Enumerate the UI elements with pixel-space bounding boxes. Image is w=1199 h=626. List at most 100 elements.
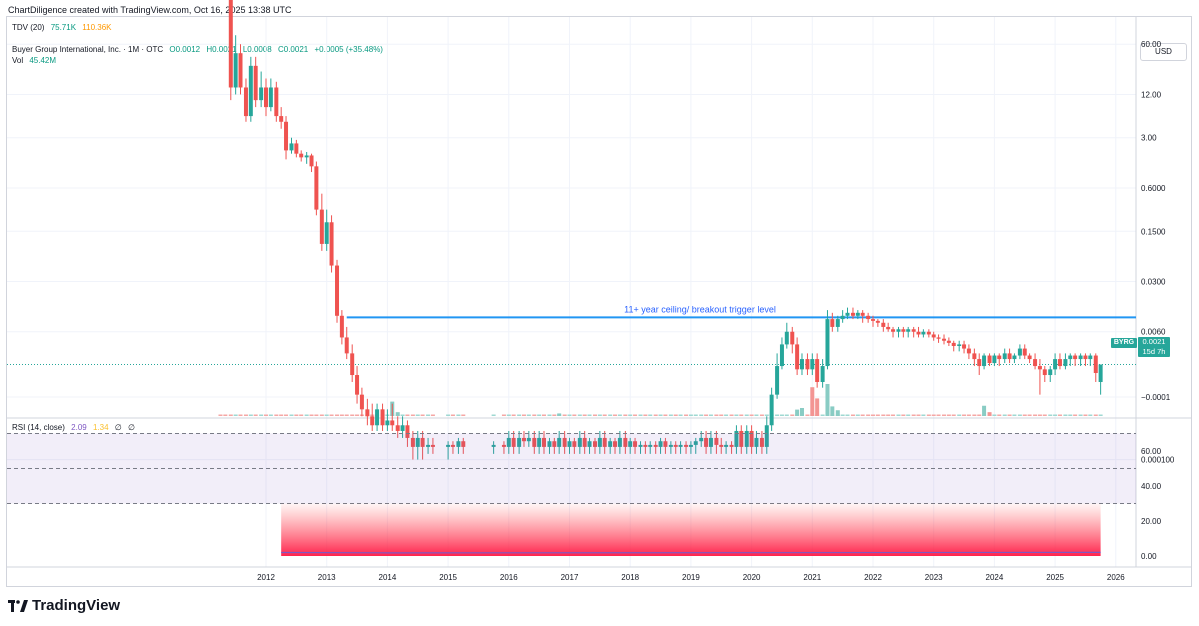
volume-bar xyxy=(951,414,956,416)
volume-bar xyxy=(840,414,845,416)
volume-bar xyxy=(875,414,880,416)
volume-bar xyxy=(871,414,875,416)
candle xyxy=(319,209,324,244)
candle xyxy=(491,444,496,447)
candle xyxy=(860,312,865,316)
candle xyxy=(324,222,329,244)
volume-bar xyxy=(1053,414,1058,416)
volume-bar xyxy=(339,414,344,416)
volume-bar xyxy=(400,414,405,416)
volume-bar xyxy=(977,414,982,416)
volume-bar xyxy=(450,414,455,416)
volume-bar xyxy=(597,414,602,416)
currency-button[interactable]: USD xyxy=(1140,43,1187,61)
candle xyxy=(845,312,850,316)
candle xyxy=(977,359,982,367)
volume-bar xyxy=(678,414,683,416)
candle xyxy=(764,425,769,447)
candle xyxy=(871,319,875,321)
rsi-line xyxy=(281,551,1101,554)
ceiling-annotation: 11+ year ceiling/ breakout trigger level xyxy=(624,304,776,314)
volume-bar xyxy=(1012,414,1017,416)
volume-bar xyxy=(653,414,658,416)
candle xyxy=(1007,353,1012,360)
candle xyxy=(238,53,243,88)
candle xyxy=(259,87,264,101)
volume-bar xyxy=(299,414,304,416)
price-tick-label: 0.6000 xyxy=(1141,184,1166,193)
candle xyxy=(704,437,709,447)
volume-bar xyxy=(517,414,522,416)
candle xyxy=(896,329,901,332)
candle xyxy=(790,331,795,345)
year-tick-label: 2015 xyxy=(439,573,457,582)
candle xyxy=(299,153,304,158)
candle xyxy=(886,326,891,330)
candle xyxy=(688,444,693,447)
candle xyxy=(719,444,724,447)
candle xyxy=(840,315,845,320)
volume-bar xyxy=(259,414,264,416)
volume-bar xyxy=(623,414,628,416)
volume-bar xyxy=(602,414,607,416)
candle xyxy=(658,441,663,447)
price-tick-label: −0.0001 xyxy=(1141,393,1171,402)
volume-spike xyxy=(825,384,830,416)
candle xyxy=(739,430,744,447)
candle xyxy=(617,437,622,447)
price-badge-price: 0.0021 xyxy=(1142,337,1166,346)
volume-bar xyxy=(729,414,734,416)
candle xyxy=(749,430,754,447)
volume-spike xyxy=(835,410,840,416)
volume-bar xyxy=(911,414,916,416)
candle xyxy=(881,322,886,327)
volume-bar xyxy=(759,414,764,416)
candle xyxy=(673,444,678,447)
volume-bar xyxy=(506,414,511,416)
candle xyxy=(957,344,962,347)
candle xyxy=(602,437,607,447)
tdv-label: TDV (20) xyxy=(12,23,45,32)
volume-bar xyxy=(684,414,689,416)
volume-bar xyxy=(294,414,299,416)
volume-bar xyxy=(238,414,243,416)
volume-bar xyxy=(532,414,537,416)
volume-bar xyxy=(542,414,547,416)
volume-bar xyxy=(344,414,349,416)
volume-bar xyxy=(582,414,587,416)
year-tick-label: 2023 xyxy=(925,573,943,582)
candle xyxy=(1057,359,1062,367)
candle xyxy=(734,430,739,447)
candle xyxy=(228,0,233,88)
volume-bar xyxy=(648,414,653,416)
volume-bar xyxy=(633,414,638,416)
candle xyxy=(835,319,840,327)
candle xyxy=(623,437,628,447)
header-credit: ChartDiligence created with TradingView.… xyxy=(8,5,292,15)
candle xyxy=(375,409,380,426)
candle xyxy=(526,437,531,442)
rsi-value-1: 2.09 xyxy=(71,423,87,432)
candle xyxy=(966,348,971,354)
year-tick-label: 2022 xyxy=(864,573,882,582)
volume-bar xyxy=(218,414,223,416)
volume-bar xyxy=(309,414,314,416)
tradingview-brand[interactable]: TradingView xyxy=(8,597,120,614)
candle xyxy=(557,437,562,447)
volume-spike xyxy=(982,405,987,416)
price-tick-label: 3.00 xyxy=(1141,134,1157,143)
candle xyxy=(1022,348,1027,356)
candle xyxy=(380,409,385,426)
volume-bar xyxy=(724,414,729,416)
candle xyxy=(699,437,704,442)
candle xyxy=(663,441,668,447)
candle xyxy=(1002,353,1007,360)
volume-spike xyxy=(557,413,562,416)
candle xyxy=(810,359,815,370)
volume-bar xyxy=(1088,414,1093,416)
candle xyxy=(1017,348,1022,356)
candle xyxy=(365,409,370,417)
candle xyxy=(987,355,992,364)
candle xyxy=(400,425,405,431)
